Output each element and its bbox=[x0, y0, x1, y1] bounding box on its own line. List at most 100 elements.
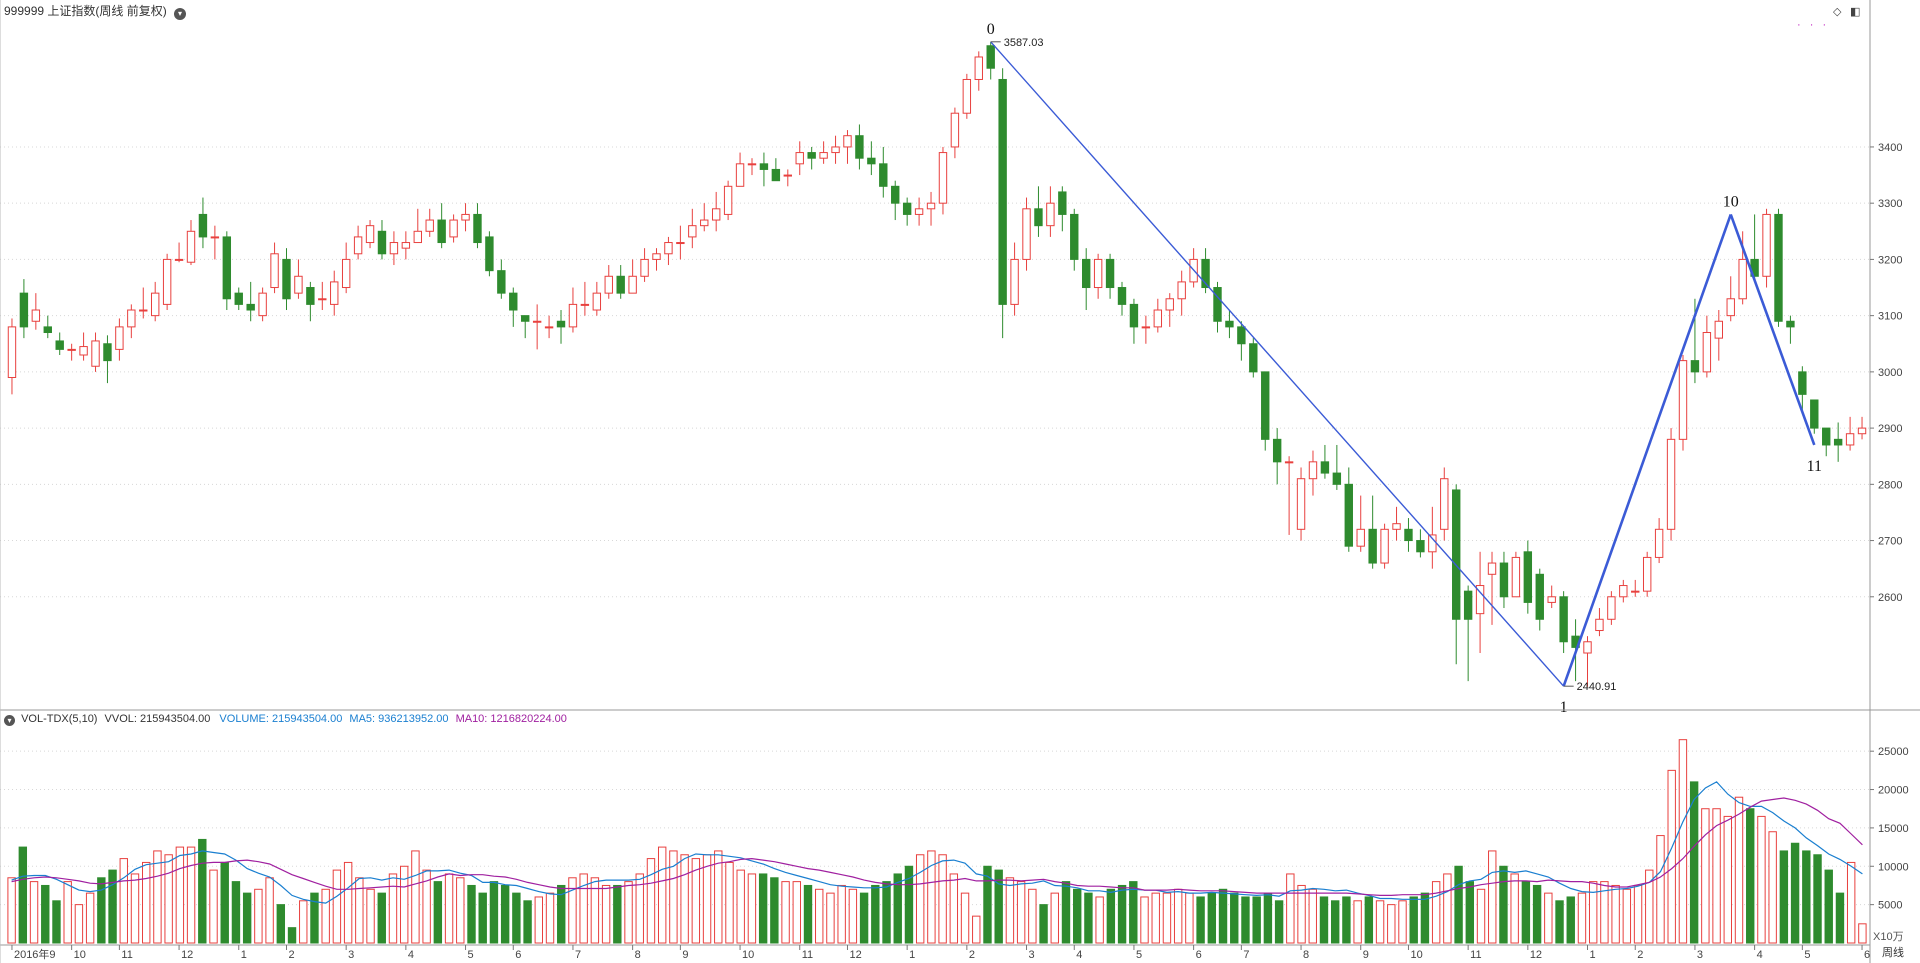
volume-bar bbox=[377, 892, 386, 944]
candle-body bbox=[270, 253, 279, 289]
volume-bar bbox=[18, 846, 28, 944]
candlestick bbox=[461, 203, 470, 232]
volume-bar bbox=[1005, 877, 1015, 944]
price-tick-label: 2800 bbox=[1878, 479, 1902, 491]
period-selector[interactable]: 周线 bbox=[1882, 947, 1904, 959]
time-tick-label: 11 bbox=[1470, 949, 1481, 961]
candle-body bbox=[1416, 540, 1425, 553]
diamond-icon[interactable]: ◇ bbox=[1833, 6, 1842, 18]
candle-body bbox=[807, 152, 816, 159]
candlestick bbox=[1833, 422, 1843, 462]
candle-body bbox=[1619, 585, 1628, 598]
candlestick bbox=[831, 135, 840, 164]
candlestick bbox=[1619, 579, 1628, 603]
time-tick-label: 2 bbox=[1637, 949, 1643, 961]
volume-bar bbox=[1095, 896, 1104, 944]
panel-toggle-icon[interactable]: ◧ bbox=[1850, 6, 1861, 18]
candle-body bbox=[55, 340, 64, 350]
time-tick-label: 10 bbox=[74, 949, 86, 961]
candlestick bbox=[1774, 208, 1783, 327]
candle-body bbox=[986, 45, 995, 69]
extreme-value-label: 3587.03 bbox=[1004, 37, 1044, 49]
volume-bar bbox=[1398, 900, 1407, 944]
candle-body bbox=[700, 219, 709, 227]
candle-body bbox=[330, 281, 339, 305]
price-tick-label: 3400 bbox=[1878, 142, 1902, 154]
candle-body bbox=[1547, 596, 1556, 603]
volume-bar bbox=[1420, 892, 1430, 944]
chevron-down-icon[interactable]: ▾ bbox=[174, 8, 187, 20]
candlestick bbox=[914, 197, 924, 226]
candlestick bbox=[795, 141, 804, 176]
volume-label: VOLUME: 215943504.00 bbox=[219, 713, 343, 725]
vol-indicator-label: VOL-TDX(5,10) bbox=[21, 713, 98, 725]
candle-body bbox=[926, 202, 936, 210]
price-tick-label: 3300 bbox=[1878, 198, 1902, 210]
volume-bar bbox=[1790, 842, 1800, 944]
wave-annotation: 0 3587.03 bbox=[987, 21, 1044, 49]
candlestick bbox=[747, 158, 757, 176]
candle-body bbox=[1368, 528, 1377, 564]
chevron-down-icon[interactable]: ▾ bbox=[4, 715, 15, 726]
candlestick bbox=[556, 310, 566, 344]
volume-bar bbox=[557, 884, 566, 944]
candle-body bbox=[1714, 320, 1724, 339]
candlestick bbox=[843, 130, 852, 164]
candle-body bbox=[1475, 585, 1485, 615]
time-tick-label: 3 bbox=[348, 949, 354, 961]
volume-bar bbox=[1274, 900, 1284, 944]
price-tick-label: 3000 bbox=[1878, 367, 1902, 379]
candlestick bbox=[1201, 248, 1210, 294]
volume-bar bbox=[153, 850, 162, 944]
time-tick-label: 6 bbox=[515, 949, 521, 961]
volume-bar bbox=[1151, 892, 1160, 944]
candlestick bbox=[222, 231, 232, 311]
volume-bar bbox=[1768, 831, 1777, 944]
volume-bar bbox=[142, 861, 151, 944]
volume-bar bbox=[1746, 808, 1755, 944]
candlestick bbox=[1678, 355, 1688, 451]
candlestick bbox=[7, 318, 17, 395]
volume-bar bbox=[343, 861, 353, 944]
candle-body bbox=[867, 157, 876, 165]
candle-body bbox=[891, 185, 900, 204]
candlestick bbox=[509, 287, 518, 327]
candle-body bbox=[1631, 590, 1640, 593]
candlestick bbox=[532, 304, 542, 350]
candlestick bbox=[485, 231, 494, 277]
candle-body bbox=[1058, 191, 1067, 215]
candle-body bbox=[521, 315, 530, 322]
volume-bar bbox=[1734, 796, 1744, 944]
candle-body bbox=[676, 242, 685, 245]
price-tick-label: 2600 bbox=[1878, 592, 1902, 604]
candle-body bbox=[1738, 258, 1747, 300]
candlestick bbox=[282, 248, 291, 311]
candle-body bbox=[759, 163, 769, 170]
candle-body bbox=[1380, 528, 1389, 564]
candle-body bbox=[1440, 478, 1449, 530]
volume-bar bbox=[983, 865, 992, 944]
volume-bar bbox=[1207, 892, 1217, 944]
candlestick bbox=[198, 197, 208, 249]
candle-body bbox=[413, 230, 422, 244]
volume-bar bbox=[545, 892, 555, 944]
candle-body bbox=[127, 309, 136, 328]
volume-bar bbox=[1521, 881, 1531, 944]
candle-body bbox=[1762, 213, 1771, 277]
trend-line bbox=[990, 41, 1565, 687]
volume-bar bbox=[691, 858, 701, 944]
candlestick bbox=[210, 225, 220, 260]
candlestick bbox=[938, 146, 948, 215]
time-tick-label: 1 bbox=[1590, 949, 1596, 961]
volume-bar bbox=[399, 865, 409, 944]
wave-label: 10 bbox=[1723, 193, 1739, 210]
candle-body bbox=[592, 292, 602, 311]
volume-bar bbox=[1173, 888, 1183, 944]
candlestick bbox=[771, 158, 781, 182]
volume-bar bbox=[1588, 881, 1598, 944]
candle-body bbox=[186, 230, 196, 263]
candlestick bbox=[1105, 253, 1115, 299]
candlestick bbox=[1726, 276, 1735, 322]
candle-body bbox=[1296, 478, 1306, 530]
